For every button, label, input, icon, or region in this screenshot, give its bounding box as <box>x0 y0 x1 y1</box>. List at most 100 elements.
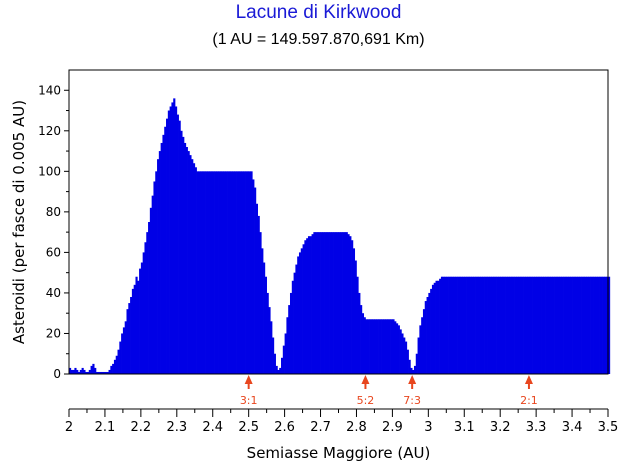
histogram-bar <box>340 232 343 374</box>
histogram-bar <box>369 319 372 374</box>
resonance-label: 2:1 <box>520 394 538 407</box>
histogram-bar <box>604 276 607 374</box>
histogram-bar <box>167 110 170 374</box>
x-tick-label: 3.3 <box>526 420 547 435</box>
histogram-bar <box>518 276 521 374</box>
histogram-bar <box>395 323 399 374</box>
histogram-bar <box>550 276 553 374</box>
histogram-bar <box>448 276 451 374</box>
plot-frame <box>68 69 609 375</box>
histogram-bar <box>183 142 187 374</box>
histogram-bar <box>584 276 587 374</box>
histogram-bar <box>545 276 548 374</box>
histogram-bar <box>426 296 429 374</box>
histogram-bar <box>300 248 303 374</box>
histogram-bar <box>485 276 488 374</box>
histogram-bar <box>148 222 151 374</box>
resonance-label: 3:1 <box>240 394 258 407</box>
histogram-bar <box>417 337 420 374</box>
histogram-bar <box>157 159 160 374</box>
x-axis-label: Semiasse Maggiore (AU) <box>247 444 431 462</box>
histogram-bar <box>264 276 267 374</box>
histogram-bar <box>543 276 546 374</box>
histogram-bar <box>228 171 232 374</box>
histogram-bar <box>175 106 178 374</box>
histogram-bar <box>597 276 600 374</box>
histogram-bar <box>243 171 246 374</box>
histogram-bar <box>412 369 415 374</box>
histogram-bar <box>554 276 557 374</box>
histogram-bar <box>347 234 350 374</box>
histogram-bar <box>548 276 551 374</box>
histogram-bar <box>74 367 77 374</box>
resonance-label: 7:3 <box>403 394 421 407</box>
histogram-bar <box>390 319 393 374</box>
histogram-bar <box>322 232 325 374</box>
histogram-bar <box>106 371 109 374</box>
histogram-bar <box>419 325 422 374</box>
histogram-bar <box>433 282 436 374</box>
histogram-bar <box>523 276 526 374</box>
histogram-bar <box>561 276 564 374</box>
histogram-bar <box>200 171 203 374</box>
histogram-bar <box>352 248 356 374</box>
histogram-bar <box>266 292 269 374</box>
histogram-bar <box>435 280 438 374</box>
histogram-bar <box>475 276 478 374</box>
histogram-bar <box>439 278 442 374</box>
histogram-bar <box>77 371 81 374</box>
histogram-bar <box>460 276 463 374</box>
histogram-bar <box>113 359 117 374</box>
histogram-bar <box>338 232 341 374</box>
histogram-bar <box>324 232 327 374</box>
histogram-bar <box>372 319 375 374</box>
chart-subtitle: (1 AU = 149.597.870,691 Km) <box>212 31 425 48</box>
histogram-bar <box>404 341 408 374</box>
histogram-bar <box>367 319 370 374</box>
histogram-bar <box>318 232 321 374</box>
histogram-bar <box>194 167 197 374</box>
histogram-bar <box>539 276 542 374</box>
histogram-bar <box>270 321 273 374</box>
histogram-bar <box>130 296 133 374</box>
histogram-bar <box>421 317 424 374</box>
histogram-bar <box>153 181 156 374</box>
histogram-bar <box>467 276 471 374</box>
histogram-bar <box>207 171 210 374</box>
histogram-bar <box>139 268 142 374</box>
histogram-bar <box>171 102 174 375</box>
histogram-bar <box>354 260 357 374</box>
histogram-bar <box>387 319 390 374</box>
histogram-bar <box>484 276 487 374</box>
histogram-bar <box>444 276 447 374</box>
resonance-label: 5:2 <box>357 394 375 407</box>
histogram-bar <box>180 130 183 374</box>
histogram-bar <box>349 236 352 374</box>
histogram-bar <box>83 369 86 374</box>
histogram-bar <box>469 276 472 374</box>
histogram-bar <box>173 98 176 375</box>
histogram-bar <box>268 307 271 374</box>
histogram-bar <box>519 276 523 374</box>
histogram-bar <box>210 171 214 374</box>
histogram-bar <box>428 292 431 374</box>
histogram-bar <box>494 276 497 374</box>
histogram-bar <box>246 171 250 374</box>
x-tick-label: 3.4 <box>562 420 583 435</box>
histogram-bar <box>568 276 571 374</box>
y-tick-label: 60 <box>46 245 61 259</box>
histogram-bar <box>493 276 496 374</box>
histogram-bar <box>289 292 293 374</box>
histogram-bar <box>192 163 196 374</box>
histogram-bar <box>599 276 602 374</box>
histogram-bar <box>282 345 285 374</box>
histogram-bar <box>502 276 505 374</box>
histogram-bar <box>566 276 569 374</box>
histogram-bar <box>530 276 533 374</box>
histogram-bar <box>185 147 188 374</box>
histogram-bar <box>591 276 594 374</box>
histogram-bar <box>489 276 492 374</box>
histogram-bar <box>119 341 122 374</box>
histogram-bar <box>112 363 115 374</box>
histogram-bar <box>590 276 593 374</box>
